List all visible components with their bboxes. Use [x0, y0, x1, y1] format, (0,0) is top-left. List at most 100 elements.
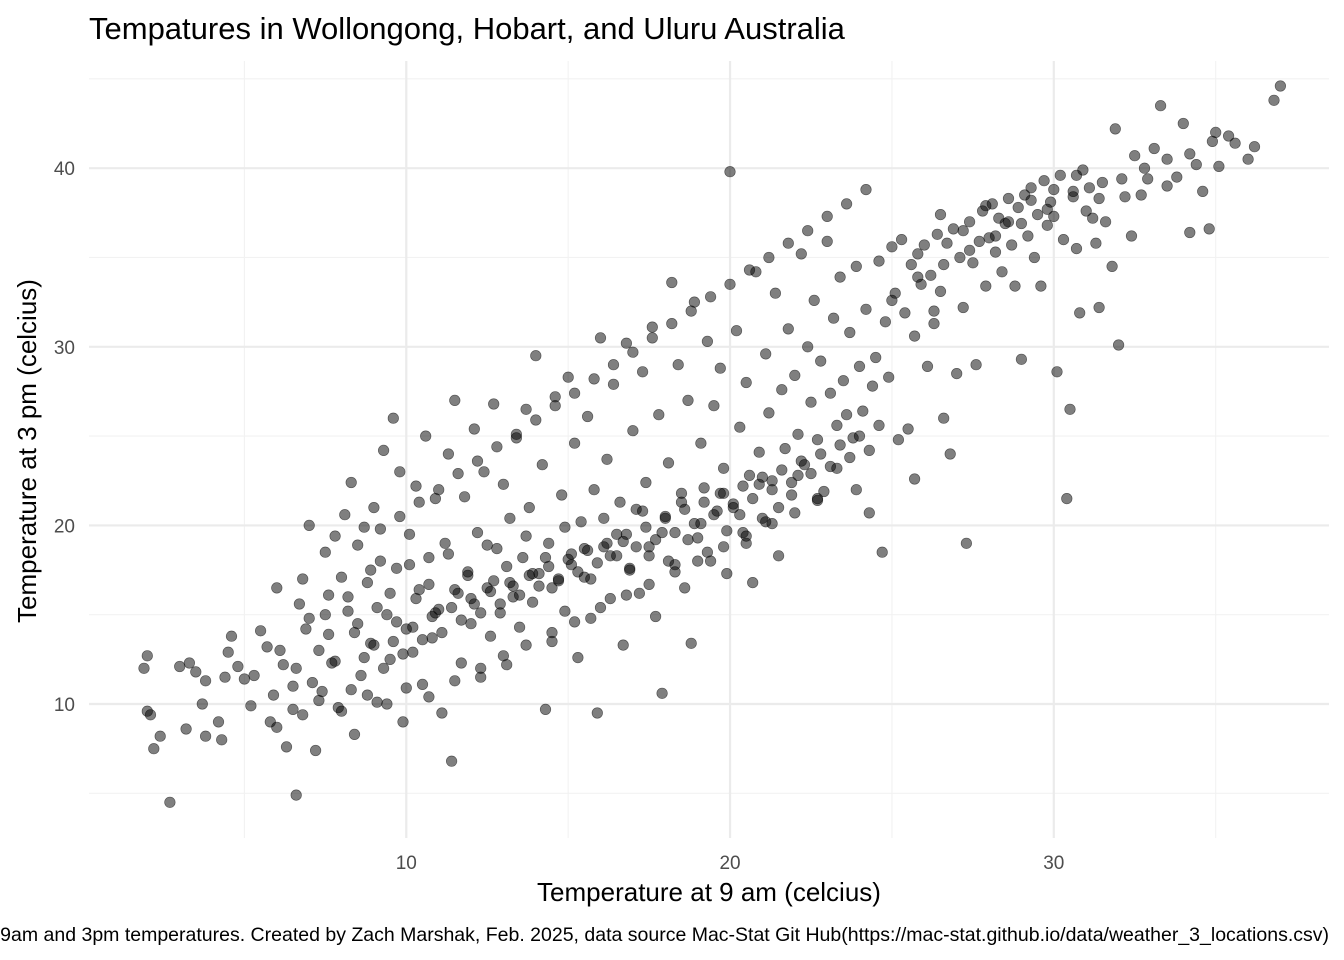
data-point	[1087, 212, 1099, 224]
data-point	[449, 394, 461, 407]
data-point	[200, 730, 212, 742]
data-point	[274, 644, 286, 657]
data-point	[967, 257, 979, 269]
plot-panel	[89, 61, 1329, 838]
data-point	[471, 455, 484, 467]
data-point	[1093, 192, 1105, 205]
data-point	[853, 430, 866, 442]
data-point	[1041, 219, 1053, 231]
data-point	[860, 184, 872, 196]
data-point	[692, 555, 704, 567]
data-point	[653, 409, 665, 421]
data-point	[459, 491, 471, 503]
data-point	[675, 496, 688, 508]
data-point	[617, 535, 629, 548]
data-point	[724, 166, 736, 178]
data-point	[280, 741, 293, 753]
data-point	[607, 378, 620, 390]
data-point	[815, 448, 827, 460]
data-point	[238, 673, 250, 685]
data-point	[666, 276, 678, 289]
data-point	[539, 551, 552, 564]
data-point	[1119, 191, 1131, 203]
data-point	[640, 521, 652, 533]
data-point	[594, 601, 607, 614]
data-point	[892, 434, 905, 446]
data-point	[760, 348, 772, 360]
data-point	[921, 360, 934, 373]
data-point	[371, 696, 383, 708]
data-point	[391, 616, 403, 628]
data-point	[300, 623, 312, 635]
x-axis-ticks: 10 20 30	[396, 853, 1065, 874]
data-point	[491, 441, 503, 453]
data-point	[520, 530, 532, 542]
data-point	[646, 332, 658, 344]
data-point	[410, 592, 422, 605]
data-point	[374, 555, 387, 567]
data-point	[429, 607, 442, 619]
data-point	[468, 598, 480, 610]
data-point	[154, 730, 166, 742]
data-point	[530, 350, 542, 362]
data-point	[439, 537, 451, 549]
data-point	[938, 412, 950, 424]
data-point	[772, 550, 785, 562]
data-point	[471, 526, 484, 539]
data-point	[436, 626, 448, 639]
data-point	[844, 451, 856, 464]
data-point	[588, 373, 600, 385]
data-point	[361, 689, 374, 701]
data-point	[607, 359, 620, 371]
data-point	[1177, 117, 1189, 130]
data-point	[575, 516, 587, 528]
data-point	[753, 446, 765, 458]
data-point	[526, 596, 539, 608]
data-point	[290, 662, 302, 674]
data-point	[572, 566, 584, 578]
data-point	[488, 575, 500, 587]
data-point	[831, 419, 843, 432]
data-point	[468, 423, 480, 435]
data-point	[649, 610, 662, 623]
data-point	[876, 546, 888, 558]
data-point	[1015, 217, 1028, 230]
data-point	[342, 605, 354, 617]
data-point	[1051, 366, 1063, 378]
data-point	[598, 512, 610, 524]
data-point	[365, 564, 377, 576]
data-point	[951, 368, 963, 380]
data-point	[779, 443, 791, 455]
data-point	[785, 476, 798, 489]
data-point	[747, 493, 759, 505]
data-point	[811, 434, 824, 446]
data-point	[685, 637, 697, 649]
data-point	[973, 235, 985, 247]
data-point	[423, 551, 435, 564]
data-point	[831, 462, 843, 474]
data-point	[446, 755, 458, 767]
data-point	[941, 237, 953, 249]
data-point	[980, 200, 992, 212]
data-point	[507, 591, 519, 603]
data-point	[905, 259, 917, 271]
data-point	[400, 682, 412, 694]
data-point	[413, 496, 425, 508]
data-point	[834, 439, 846, 451]
data-point	[740, 376, 752, 389]
data-point	[144, 709, 157, 721]
data-point	[614, 496, 626, 508]
data-point	[714, 487, 726, 499]
data-point	[908, 473, 921, 485]
data-point	[1154, 100, 1167, 112]
data-point	[1213, 160, 1225, 172]
data-point	[293, 598, 306, 610]
data-point	[423, 691, 435, 703]
data-point	[824, 387, 837, 399]
data-point	[805, 396, 817, 408]
data-point	[361, 576, 374, 589]
data-point	[636, 366, 649, 378]
data-point	[504, 512, 516, 524]
data-point	[1229, 137, 1241, 149]
data-point	[682, 534, 694, 546]
